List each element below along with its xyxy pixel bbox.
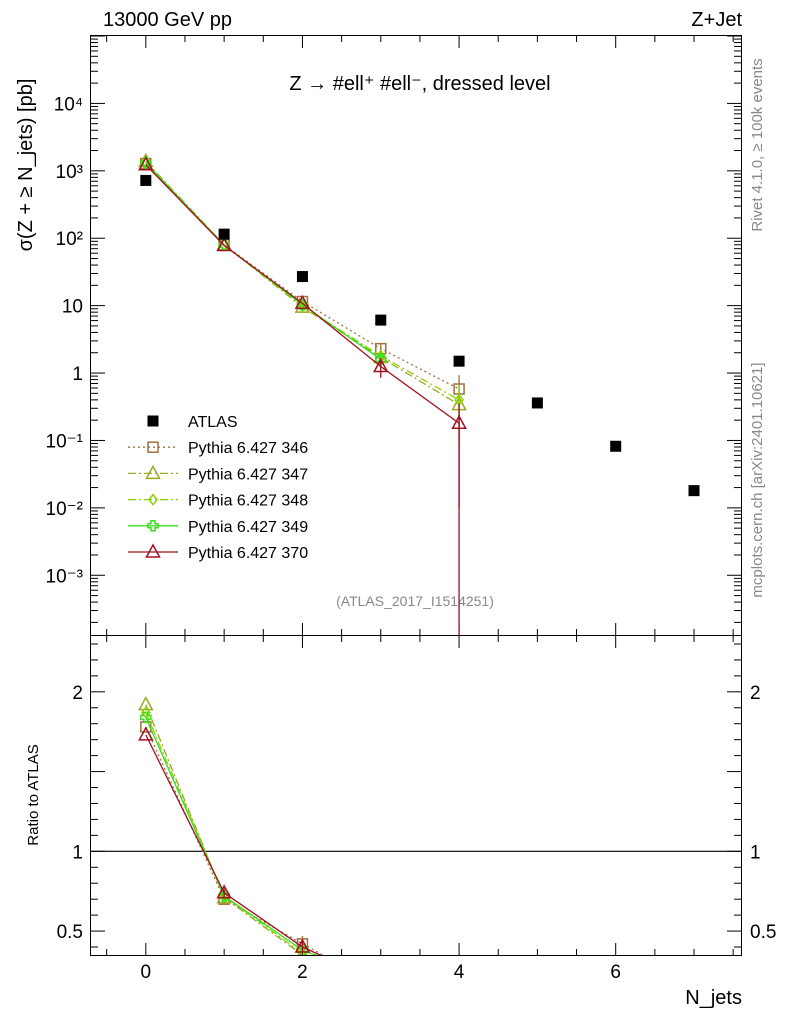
legend: ATLAS Pythia 6.427 346 Pythia 6.427 347 Pyt… <box>128 414 308 562</box>
series-line <box>145 734 322 955</box>
data-point <box>531 397 543 409</box>
series-line <box>145 704 306 955</box>
x-tick-label: 0 <box>141 962 152 983</box>
main-series-pythia-6-427-347 <box>138 152 467 444</box>
data-point <box>294 294 311 310</box>
main-y-tick-label: 10² <box>56 229 83 250</box>
main-series-atlas <box>140 174 700 497</box>
data-point <box>688 485 700 497</box>
main-y-tick-label: 10⁻¹ <box>46 431 84 452</box>
main-series-pythia-6-427-348 <box>140 155 465 429</box>
legend-label: Pythia 6.427 348 <box>188 493 308 510</box>
series-line <box>145 164 460 424</box>
data-point <box>453 355 465 367</box>
legend-label: Pythia 6.427 347 <box>188 466 308 483</box>
data-point <box>140 174 152 186</box>
legend-entry: Pythia 6.427 347 <box>128 464 308 483</box>
ratio-series-pythia-6-427-349 <box>140 711 343 968</box>
legend-entry: Pythia 6.427 349 <box>128 519 308 536</box>
legend-entry: Pythia 6.427 346 <box>128 440 308 457</box>
main-y-axis-label: σ(Z + ≥ N_jets) [pb] <box>15 79 37 252</box>
legend-marker <box>147 441 159 453</box>
data-point <box>296 271 308 283</box>
data-point <box>337 954 339 955</box>
data-point <box>334 958 342 968</box>
main-series-pythia-6-427-346 <box>140 157 465 417</box>
legend-label: Pythia 6.427 346 <box>188 440 308 457</box>
legend-label: Pythia 6.427 349 <box>188 519 308 536</box>
main-y-tick-label: 10⁻² <box>46 499 84 520</box>
legend-label: Pythia 6.427 370 <box>188 545 308 562</box>
ratio-series-pythia-6-427-347 <box>138 696 339 955</box>
main-series-pythia-6-427-349 <box>140 156 387 366</box>
legend-entry: Pythia 6.427 370 <box>128 543 308 562</box>
series-line <box>145 712 311 955</box>
ratio-panel-frame <box>90 635 742 956</box>
data-point <box>216 884 232 899</box>
legend-marker <box>147 520 159 532</box>
data-point <box>216 236 232 252</box>
ratio-y-tick-label: 0.5 <box>57 922 83 943</box>
data-point <box>297 300 308 313</box>
process-label: Z+Jet <box>691 9 742 31</box>
x-tick-label: 2 <box>297 962 308 983</box>
ratio-series-layer <box>138 696 343 968</box>
series-line <box>145 717 318 955</box>
data-point <box>294 938 311 953</box>
legend-marker <box>145 464 161 480</box>
main-series-layer <box>138 152 700 635</box>
ratio-y-axis-label: Ratio to ATLAS <box>25 744 42 845</box>
legend-label: ATLAS <box>188 414 238 431</box>
main-y-tick-label: 10 <box>62 297 83 318</box>
ratio-y-tick-label-right: 0.5 <box>750 922 776 943</box>
legend-entry: ATLAS <box>147 414 238 431</box>
ratio-series-pythia-6-427-346 <box>140 721 343 968</box>
legend-marker <box>147 415 159 427</box>
data-point <box>218 228 230 240</box>
mcplots-source-label: mcplots.cern.ch [arXiv:2401.10621] <box>749 362 766 597</box>
data-point <box>375 314 387 326</box>
data-point <box>296 299 309 311</box>
legend-entry: Pythia 6.427 348 <box>128 493 308 510</box>
data-point <box>138 726 154 741</box>
data-point <box>610 440 622 452</box>
ratio-y-tick-label-right: 1 <box>750 842 761 863</box>
main-plot-title: Z → #ell⁺ #ell⁻, dressed level <box>289 73 550 95</box>
ratio-series-pythia-6-427-348 <box>140 706 342 968</box>
main-y-tick-label: 10⁻³ <box>46 566 84 587</box>
legend-marker <box>148 493 158 506</box>
data-point <box>337 954 339 955</box>
legend-marker <box>145 543 161 558</box>
x-axis-label: N_jets <box>685 987 742 1009</box>
series-line <box>145 726 325 955</box>
main-y-tick-label: 10³ <box>56 162 83 183</box>
main-y-tick-label: 10⁴ <box>54 94 83 115</box>
x-tick-label: 6 <box>610 962 621 983</box>
analysis-tag: (ATLAS_2017_I1514251) <box>336 593 494 609</box>
ratio-y-tick-label: 2 <box>72 683 83 704</box>
series-line <box>145 162 382 360</box>
ratio-series-pythia-6-427-370 <box>138 726 339 955</box>
axes-layer: 0 2 4 6 10⁻³ 10⁻² 10⁻¹ 1 10 10² 10³ 10⁴ 0.5 0.5 1 1 2 2 <box>46 35 776 983</box>
data-point <box>372 357 389 373</box>
x-tick-label: 4 <box>454 962 465 983</box>
data-point <box>333 958 343 968</box>
data-point <box>138 696 154 711</box>
main-y-tick-label: 1 <box>72 364 83 385</box>
data-point <box>138 156 154 171</box>
ratio-y-tick-label-right: 2 <box>750 683 761 704</box>
series-line <box>145 160 460 406</box>
data-point <box>333 958 343 968</box>
data-point <box>140 711 152 724</box>
collision-energy-label: 13000 GeV pp <box>103 9 232 31</box>
rivet-version-label: Rivet 4.1.0, ≥ 100k events <box>749 58 766 231</box>
ratio-y-tick-label: 1 <box>72 842 83 863</box>
